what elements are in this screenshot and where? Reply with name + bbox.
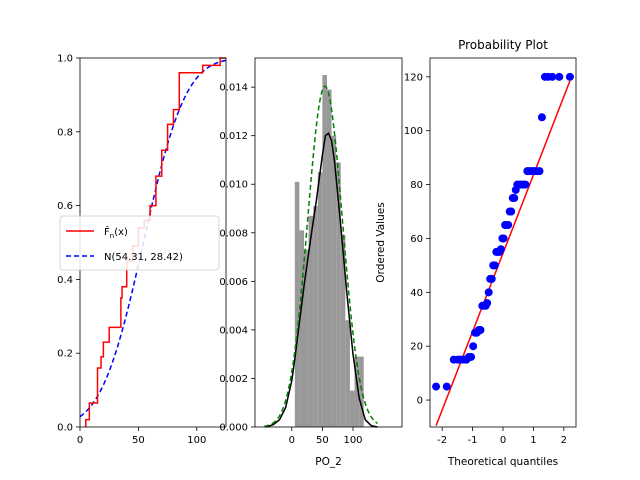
y-tick-label: 0.002: [219, 374, 248, 385]
y-tick-label: 0.4: [57, 275, 73, 286]
y-tick-label: 0.012: [219, 131, 248, 142]
y-tick-label: 0: [417, 396, 423, 407]
y-tick-label: 120: [404, 72, 423, 83]
y-tick-label: 80: [410, 180, 423, 191]
x-tick-label: -2: [437, 435, 447, 446]
histogram-panel: 0 50 100 0.000 0.002 0.004 0.006 0.008 0.010 0.01…: [219, 57, 403, 468]
histogram-bar: [354, 356, 360, 427]
quantile-point: [467, 352, 476, 361]
histogram-bar: [317, 172, 323, 427]
histogram-bar: [345, 320, 350, 427]
normal-pdf-line: [264, 85, 378, 427]
histogram-bar: [313, 206, 318, 427]
probplot-title: Probability Plot: [458, 38, 548, 52]
y-tick-label: 0.008: [219, 228, 248, 239]
probplot-marks: [432, 72, 574, 426]
quantile-point: [469, 342, 478, 351]
quantile-point: [521, 180, 530, 189]
quantile-point: [548, 72, 557, 81]
x-tick-label: 100: [187, 435, 206, 446]
x-tick-label: 100: [343, 435, 362, 446]
quantile-point: [537, 113, 546, 122]
quantile-point: [504, 220, 513, 229]
histogram-bar: [308, 215, 314, 427]
probplot-axes-frame: [429, 57, 577, 428]
probplot-ylabel: Ordered Values: [375, 202, 387, 282]
histogram-bar: [331, 135, 337, 427]
kde-line: [265, 132, 378, 428]
histogram-bar: [336, 162, 341, 427]
y-tick-label: 40: [410, 288, 423, 299]
quantile-point: [490, 261, 499, 270]
quantile-point: [507, 207, 516, 216]
x-tick-label: -1: [468, 435, 478, 446]
y-tick-label: 0.004: [219, 325, 248, 336]
quantile-point: [565, 72, 574, 81]
x-tick-label: 0: [77, 435, 83, 446]
ecdf-ticks: 0 50 100 0.0 0.2 0.4 0.6 0.8 1.0: [57, 54, 206, 447]
probplot-panel: Probability Plot -2 -1 0 1 2020406080100120 …: [375, 38, 577, 468]
y-tick-label: 60: [410, 234, 423, 245]
y-tick-label: 0.2: [57, 349, 73, 360]
y-tick-label: 0.010: [219, 180, 248, 191]
y-tick-label: 0.014: [219, 83, 248, 94]
y-tick-label: 0.006: [219, 277, 248, 288]
y-tick-label: 0.6: [57, 201, 73, 212]
histogram-bar: [359, 356, 364, 427]
y-tick-label: 0.0: [57, 423, 73, 434]
x-tick-label: 2: [561, 435, 567, 446]
quantile-point: [484, 288, 493, 297]
quantile-point: [496, 245, 505, 254]
histogram-bar: [349, 390, 355, 427]
y-tick-label: 100: [404, 126, 423, 137]
legend-label-normal: N(54.31, 28.42): [104, 252, 183, 263]
histogram-marks: [264, 74, 378, 428]
ecdf-panel: 0 50 100 0.0 0.2 0.4 0.6 0.8 1.0 F̂n(x) N(54.31,…: [57, 54, 227, 447]
y-tick-label: 0.8: [57, 127, 73, 138]
y-tick-label: 20: [410, 342, 423, 353]
quantile-point: [483, 299, 492, 308]
x-tick-label: 50: [132, 435, 145, 446]
histogram-bar: [299, 230, 304, 427]
x-tick-label: 1: [530, 435, 536, 446]
quantile-point: [535, 167, 544, 176]
x-tick-label: 50: [316, 435, 329, 446]
histogram-bar: [326, 89, 332, 428]
x-tick-label: 0: [289, 435, 295, 446]
y-tick-label: 0.000: [219, 423, 248, 434]
quantile-point: [555, 72, 564, 81]
quantile-point: [487, 274, 496, 283]
histogram-axes-frame: [254, 57, 403, 428]
histogram-bar: [304, 249, 309, 427]
quantile-point: [499, 234, 508, 243]
quantile-point: [432, 382, 441, 391]
legend-label-ecdf: F̂n(x): [104, 225, 128, 240]
legend-box: [59, 215, 220, 271]
ecdf-legend: F̂n(x) N(54.31, 28.42): [59, 215, 220, 271]
histogram-bar: [322, 74, 327, 428]
x-tick-label: 0: [500, 435, 506, 446]
quantile-point: [476, 326, 485, 335]
histogram-bar: [340, 235, 346, 427]
y-tick-label: 1.0: [57, 54, 73, 65]
quantile-point: [442, 382, 451, 391]
probplot-xlabel: Theoretical quantiles: [447, 456, 558, 468]
quantile-point: [510, 194, 519, 203]
histogram-xlabel: PO_2: [315, 456, 342, 468]
histogram-ticks: 0 50 100 0.000 0.002 0.004 0.006 0.008 0.010 0.01…: [219, 83, 362, 446]
histogram-bar: [294, 181, 300, 427]
